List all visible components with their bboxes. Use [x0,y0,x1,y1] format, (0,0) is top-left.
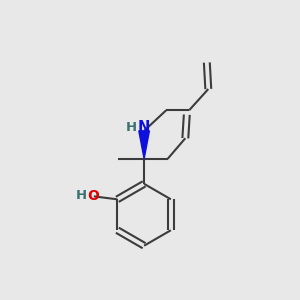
Polygon shape [139,131,149,159]
Text: N: N [137,120,150,135]
Text: H: H [76,189,87,202]
Text: H: H [126,121,137,134]
Text: O: O [87,189,99,203]
